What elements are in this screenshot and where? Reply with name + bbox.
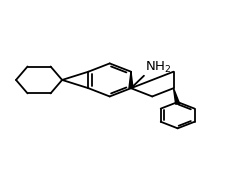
Polygon shape [174,88,180,104]
Text: NH$_2$: NH$_2$ [145,60,172,75]
Polygon shape [129,72,133,88]
